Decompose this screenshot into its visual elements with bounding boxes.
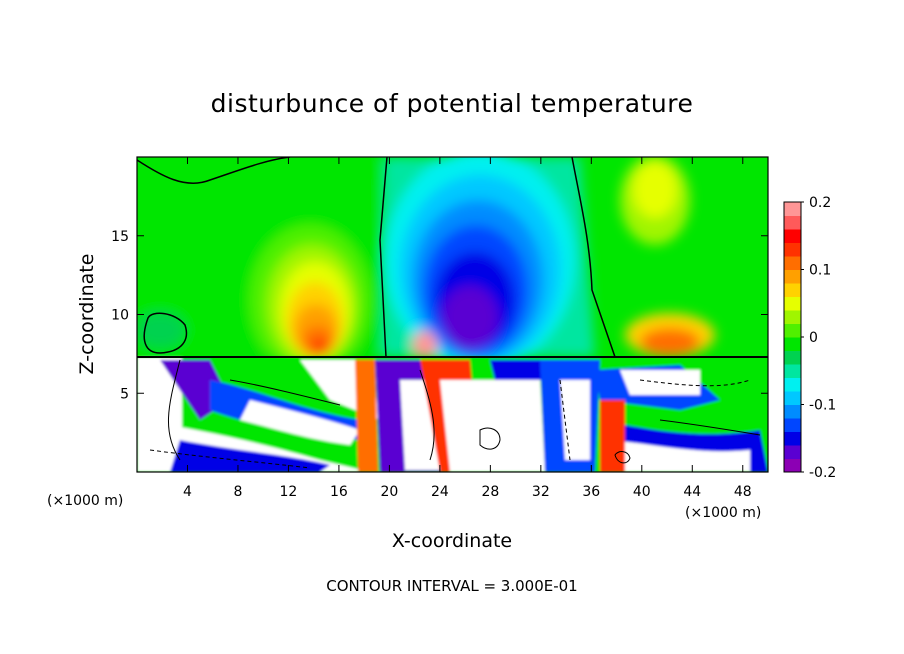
x-tick-label: 44 (683, 484, 701, 500)
chart-title: disturbunce of potential temperature (211, 89, 694, 118)
x-tick-label: 20 (380, 484, 398, 500)
colorbar-swatch (784, 377, 801, 392)
colorbar-tick-label: 0.2 (809, 195, 831, 211)
colorbar-swatch (784, 202, 801, 216)
colorbar-swatch (784, 283, 801, 297)
colorbar: 0.2 0.1 0 -0.1 -0.2 (783, 195, 836, 481)
colorbar-tick-label: -0.1 (809, 398, 836, 414)
contour-lines (137, 157, 768, 469)
y-tick-label: 10 (111, 308, 129, 324)
colorbar-tick-label: 0.1 (809, 263, 831, 279)
x-axis-label: X-coordinate (392, 530, 512, 552)
colorbar-swatch (784, 337, 801, 351)
contour-interval-note: CONTOUR INTERVAL = 3.000E-01 (326, 577, 577, 595)
colorbar-swatch (784, 310, 801, 324)
colorbar-tick-label: -0.2 (809, 465, 836, 481)
colorbar-swatch (784, 229, 801, 243)
x-tick-label: 8 (233, 484, 242, 500)
x-tick-label: 48 (734, 484, 752, 500)
x-axis: 4 8 12 16 20 24 28 32 36 40 44 48 (183, 157, 752, 500)
colorbar-swatch (784, 458, 801, 473)
colorbar-swatch (784, 418, 801, 432)
heatmap-field (137, 157, 768, 472)
colorbar-swatch (784, 269, 801, 284)
y-axis-label: Z-coordinate (76, 254, 98, 375)
y-tick-label: 15 (111, 229, 129, 245)
colorbar-tick-label: 0 (809, 330, 818, 346)
x-unit-left: (×1000 m) (47, 493, 123, 509)
colorbar-swatch (784, 431, 801, 446)
x-tick-label: 4 (183, 484, 192, 500)
colorbar-swatch (784, 256, 801, 270)
colorbar-swatch (784, 296, 801, 311)
x-unit-right: (×1000 m) (685, 505, 761, 521)
x-tick-label: 12 (280, 484, 298, 500)
y-tick-label: 5 (120, 386, 129, 402)
colorbar-swatch (784, 391, 801, 405)
x-tick-label: 40 (633, 484, 651, 500)
x-tick-label: 32 (532, 484, 550, 500)
x-tick-label: 24 (431, 484, 449, 500)
lower-layer (137, 357, 768, 472)
colorbar-swatch (784, 364, 801, 378)
colorbar-swatch (784, 350, 801, 365)
colorbar-swatch (784, 445, 801, 459)
x-tick-label: 36 (582, 484, 600, 500)
y-axis: 5 10 15 (111, 229, 768, 402)
colorbar-swatch (784, 323, 801, 338)
x-tick-label: 16 (330, 484, 348, 500)
upper-layer (137, 157, 715, 375)
colorbar-swatch (784, 404, 801, 419)
colorbar-swatch (784, 215, 801, 230)
x-tick-label: 28 (481, 484, 499, 500)
colorbar-swatch (784, 242, 801, 257)
